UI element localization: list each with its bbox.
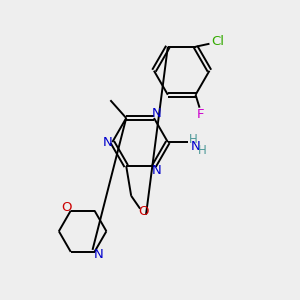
Text: F: F [197, 108, 204, 121]
Text: H: H [198, 145, 207, 158]
Text: N: N [152, 164, 161, 177]
Text: N: N [191, 140, 200, 152]
Text: O: O [61, 201, 72, 214]
Text: H: H [189, 133, 198, 146]
Text: Cl: Cl [211, 35, 224, 48]
Text: N: N [103, 136, 112, 148]
Text: N: N [152, 107, 161, 120]
Text: N: N [94, 248, 103, 261]
Text: O: O [138, 205, 148, 218]
